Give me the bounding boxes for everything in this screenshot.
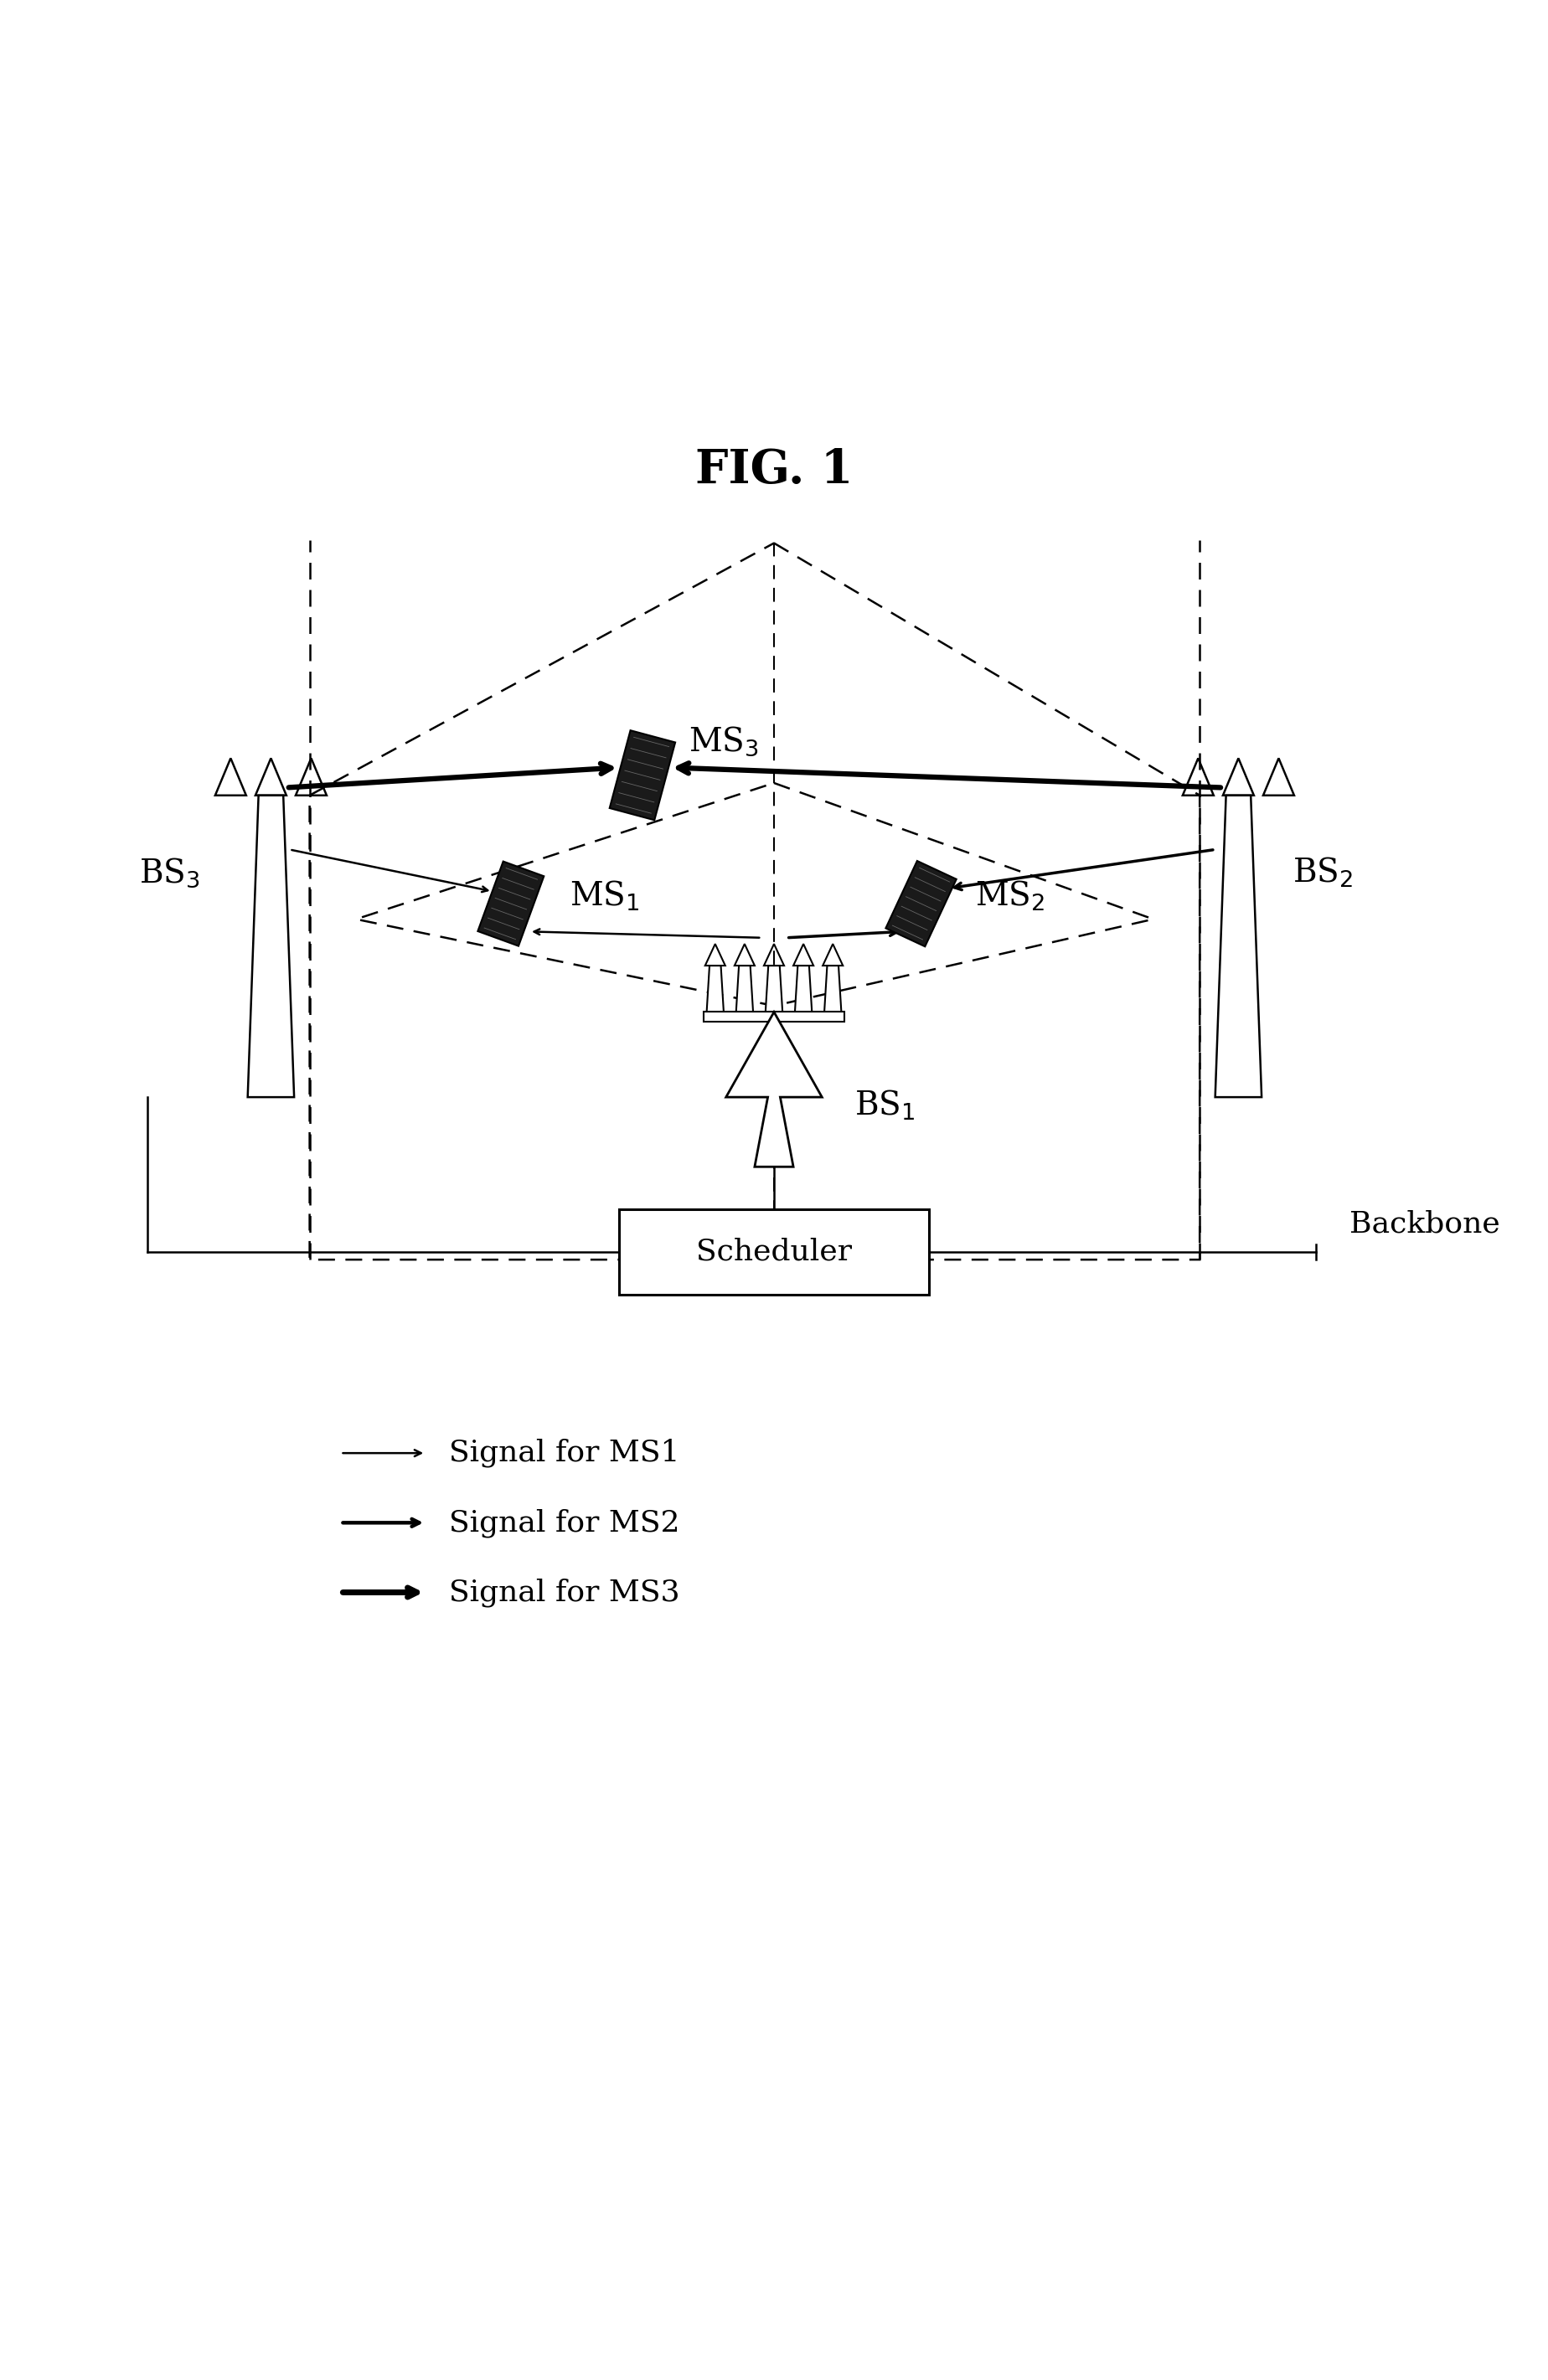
Text: Signal for MS1: Signal for MS1 [449,1438,680,1468]
Bar [619,1209,929,1295]
Text: MS$_2$: MS$_2$ [975,878,1045,914]
Bar [703,1011,845,1021]
Polygon shape [765,966,782,1011]
Text: BS$_2$: BS$_2$ [1293,857,1353,890]
Polygon shape [737,966,752,1011]
Text: BS$_3$: BS$_3$ [139,857,200,890]
Text: Scheduler: Scheduler [697,1238,851,1266]
Polygon shape [885,862,957,947]
Text: Signal for MS3: Signal for MS3 [449,1578,680,1606]
Polygon shape [796,966,811,1011]
Text: MS$_3$: MS$_3$ [689,724,759,757]
Polygon shape [610,731,675,821]
Polygon shape [1215,795,1262,1097]
Text: BS$_1$: BS$_1$ [854,1088,915,1121]
Text: MS$_1$: MS$_1$ [570,878,639,914]
Text: Signal for MS2: Signal for MS2 [449,1509,680,1537]
Polygon shape [726,1011,822,1166]
Polygon shape [248,795,294,1097]
Polygon shape [825,966,842,1011]
Polygon shape [478,862,543,945]
Text: Backbone: Backbone [1350,1209,1500,1238]
Text: FIG. 1: FIG. 1 [695,447,853,493]
Polygon shape [706,966,724,1011]
